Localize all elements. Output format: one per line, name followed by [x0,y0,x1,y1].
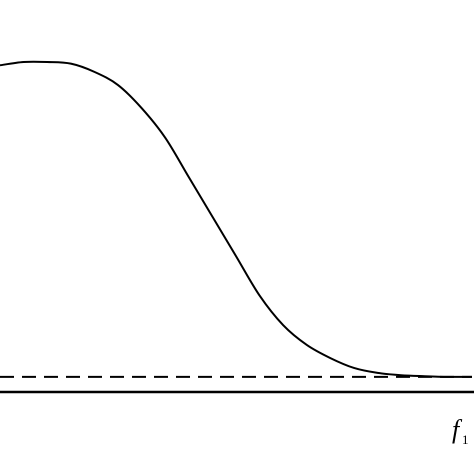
series-layer [0,60,473,378]
series-solid-curve [0,60,473,378]
x-tick-label-subscript: 1 [462,432,469,447]
x-tick-label: f [452,415,463,444]
